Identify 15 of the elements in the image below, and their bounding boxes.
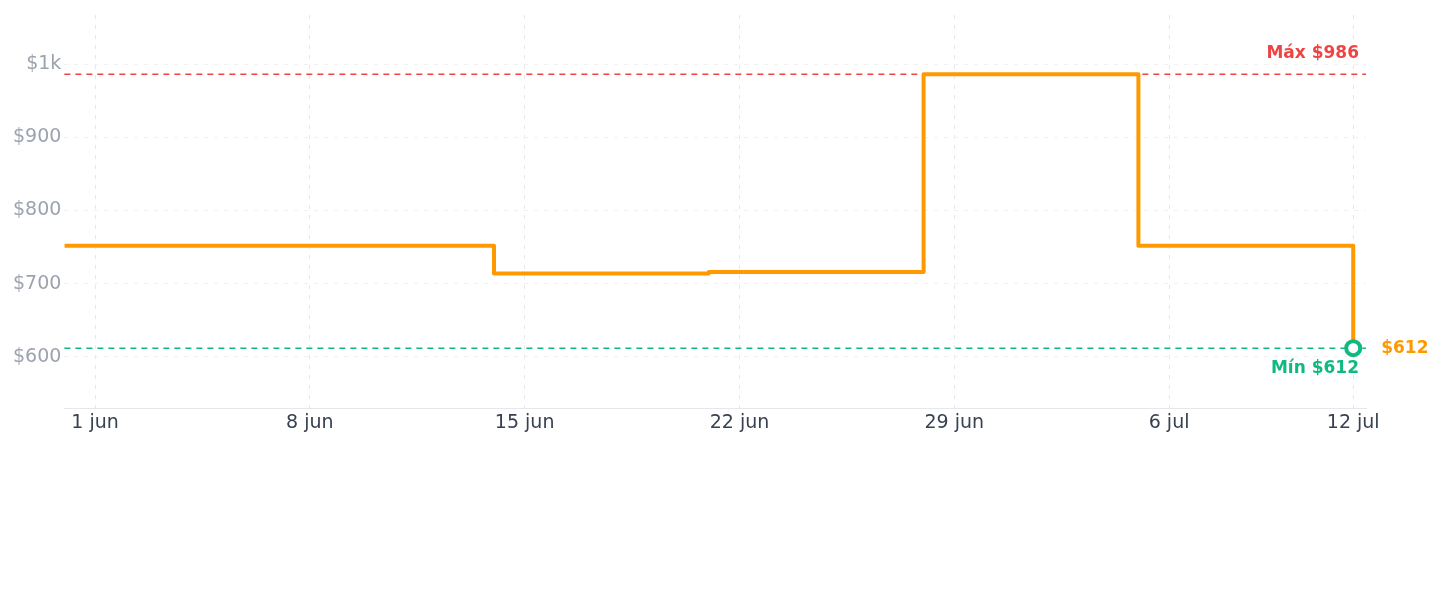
x-tick-label: 15 jun (494, 409, 555, 432)
x-tick-label: 29 jun (924, 409, 985, 432)
y-tick-label: $900 (12, 124, 62, 147)
y-tick-label: $700 (12, 270, 62, 293)
ref-line-label: Máx $986 (1266, 42, 1359, 63)
x-tick-label: 12 jul (1326, 409, 1380, 432)
x-tick-label: 1 jun (71, 409, 119, 432)
x-tick-label: 6 jul (1148, 409, 1190, 432)
annotation: $612 (1381, 336, 1429, 357)
y-tick-label: $600 (12, 343, 62, 366)
y-tick-label: $1k (26, 51, 62, 73)
x-tick-label: 22 jun (709, 409, 770, 432)
x-tick-label: 8 jun (286, 409, 334, 432)
y-tick-label: $800 (12, 197, 62, 220)
ref-line-label: Mín $612 (1270, 357, 1359, 378)
